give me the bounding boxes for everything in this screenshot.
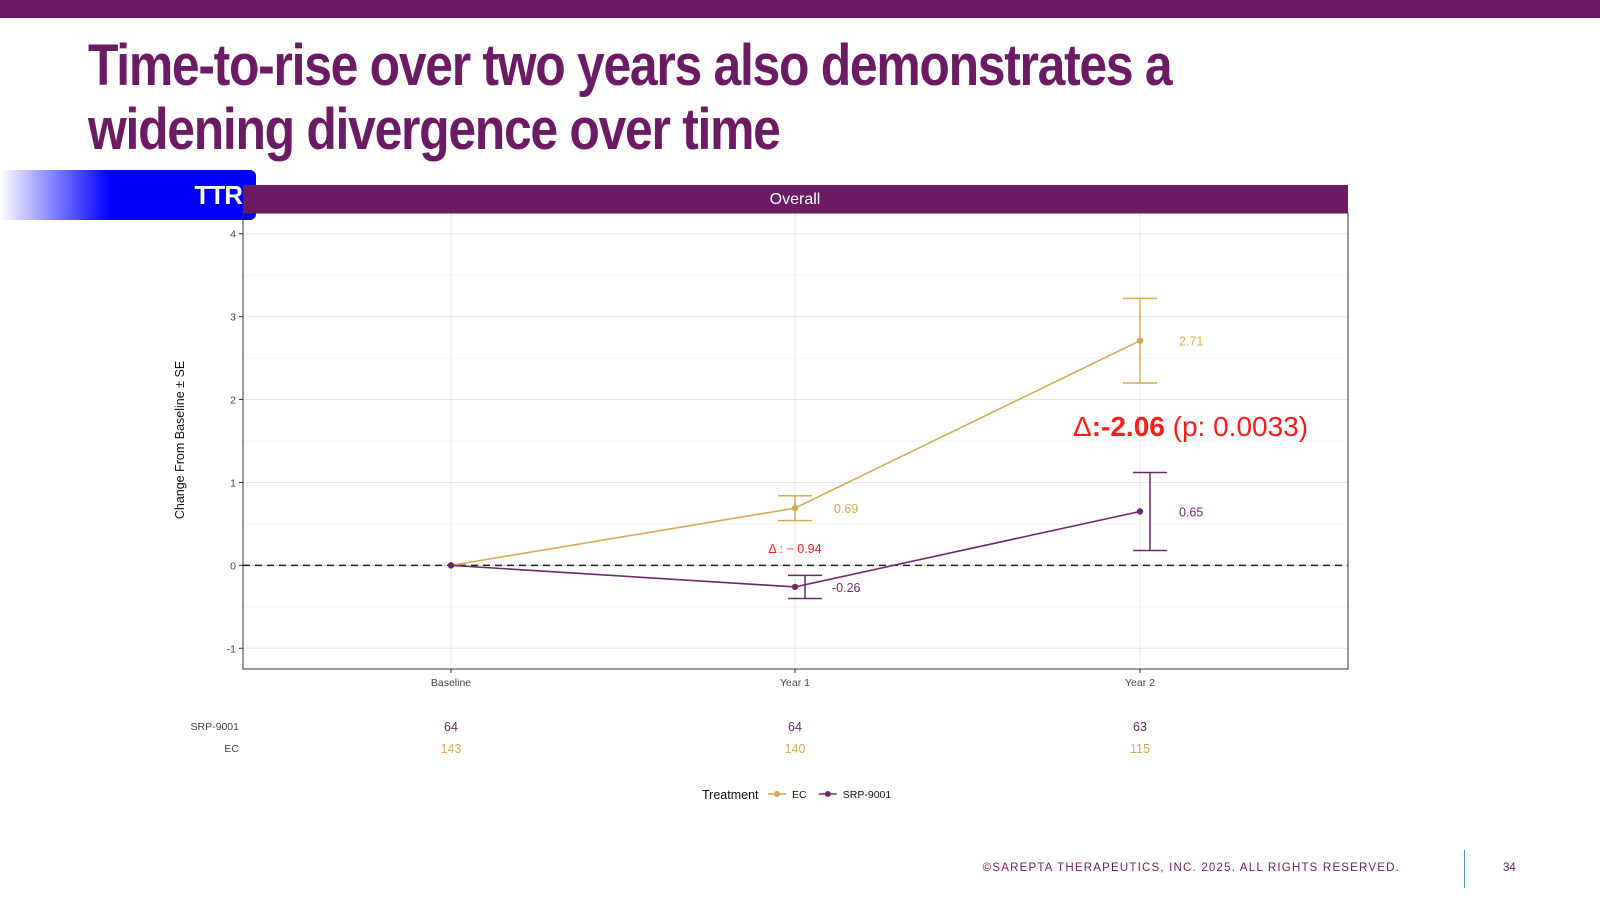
data-label: 2.71 [1179,335,1203,349]
y-axis-label: Change From Baseline ± SE [173,361,187,519]
legend-title: Treatment [702,788,759,802]
panel-strip [243,185,1348,213]
legend-swatch-point [774,791,780,797]
risk-count: 143 [441,742,462,756]
y-tick-label: 3 [230,312,236,324]
data-point [1136,508,1144,515]
ttr-badge: TTR [0,170,256,220]
legend-item-label: EC [792,789,807,801]
y-tick-label: -1 [227,643,236,655]
copyright-footer: ©SAREPTA THERAPEUTICS, INC. 2025. ALL RI… [982,862,1400,874]
risk-count: 63 [1133,720,1147,734]
footer-divider [1464,850,1465,888]
data-label: 0.65 [1179,505,1203,519]
risk-count: 64 [444,720,458,734]
slide-title: Time-to-rise over two years also demonst… [88,33,1173,162]
year2-delta-value: :-2.06 [1092,411,1165,442]
panel-strip-title: Overall [770,191,821,208]
year2-delta-pvalue: (p: 0.0033) [1165,411,1308,442]
data-point [791,504,799,512]
y-tick-label: 4 [230,229,236,241]
risk-count: 64 [788,720,802,734]
x-tick-label: Year 2 [1125,677,1155,689]
data-label: 0.69 [834,502,858,516]
y-tick-label: 2 [230,395,236,407]
chart-grid [243,213,1348,669]
page-number: 34 [1503,862,1516,874]
risk-count: 115 [1130,742,1150,756]
year2-delta-symbol: Δ [1073,411,1092,442]
data-point [791,583,799,591]
x-tick-label: Baseline [431,677,471,689]
y-tick-label: 0 [230,560,236,572]
chart-axes: -1 0 1 2 3 4 Baseline Year 1 Year 2 [227,229,1155,689]
chart-series: 0.69 2.71 -0.26 0.65 [447,297,1203,600]
data-point [447,562,455,569]
year1-delta-annotation: Δ : − 0.94 [768,542,821,556]
top-banner-bar [0,0,1600,18]
risk-count: 140 [785,742,806,756]
x-tick-label: Year 1 [780,677,810,689]
data-point [1136,337,1144,344]
risk-row-label: SRP-9001 [191,721,240,733]
legend-item-label: SRP-9001 [843,789,892,801]
ttr-badge-label: TTR [194,180,243,210]
legend-swatch-point [824,791,831,797]
risk-table: SRP-9001 64 64 63 EC 143 140 115 [191,720,1150,756]
data-label: -0.26 [832,581,861,595]
risk-row-label: EC [224,743,239,755]
chart-legend: Treatment EC SRP-9001 [702,788,891,802]
year2-delta-annotation: Δ:-2.06 (p: 0.0033) [1073,411,1308,442]
y-tick-label: 1 [230,477,236,489]
